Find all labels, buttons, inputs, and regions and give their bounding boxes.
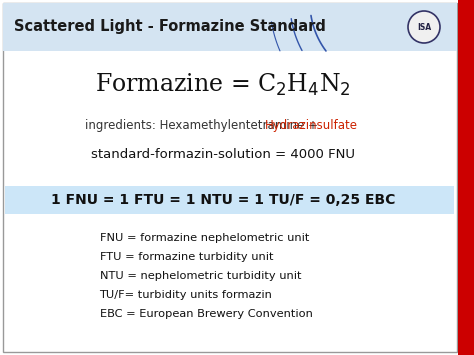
Text: 1 FNU = 1 FTU = 1 NTU = 1 TU/F = 0,25 EBC: 1 FNU = 1 FTU = 1 NTU = 1 TU/F = 0,25 EB…: [51, 193, 395, 207]
Text: ISA: ISA: [417, 22, 431, 32]
Bar: [458, 0, 474, 355]
Text: Scattered Light - Formazine Standard: Scattered Light - Formazine Standard: [14, 20, 326, 34]
Text: FTU = formazine turbidity unit: FTU = formazine turbidity unit: [100, 252, 273, 262]
Text: standard-formazin-solution = 4000 FNU: standard-formazin-solution = 4000 FNU: [91, 148, 355, 162]
Text: Formazine = C$_2$H$_4$N$_2$: Formazine = C$_2$H$_4$N$_2$: [95, 72, 351, 98]
Text: FNU = formazine nephelometric unit: FNU = formazine nephelometric unit: [100, 233, 309, 243]
Text: ingredients: Hexamethylentetramine +: ingredients: Hexamethylentetramine +: [85, 119, 322, 131]
Text: Hydrazinsulfate: Hydrazinsulfate: [265, 119, 358, 131]
Circle shape: [408, 11, 440, 43]
Text: NTU = nephelometric turbidity unit: NTU = nephelometric turbidity unit: [100, 271, 301, 281]
Text: TU/F= turbidity units formazin: TU/F= turbidity units formazin: [100, 290, 273, 300]
Bar: [3, 3, 457, 51]
Text: EBC = European Brewery Convention: EBC = European Brewery Convention: [100, 309, 312, 319]
Bar: [5, 186, 454, 214]
